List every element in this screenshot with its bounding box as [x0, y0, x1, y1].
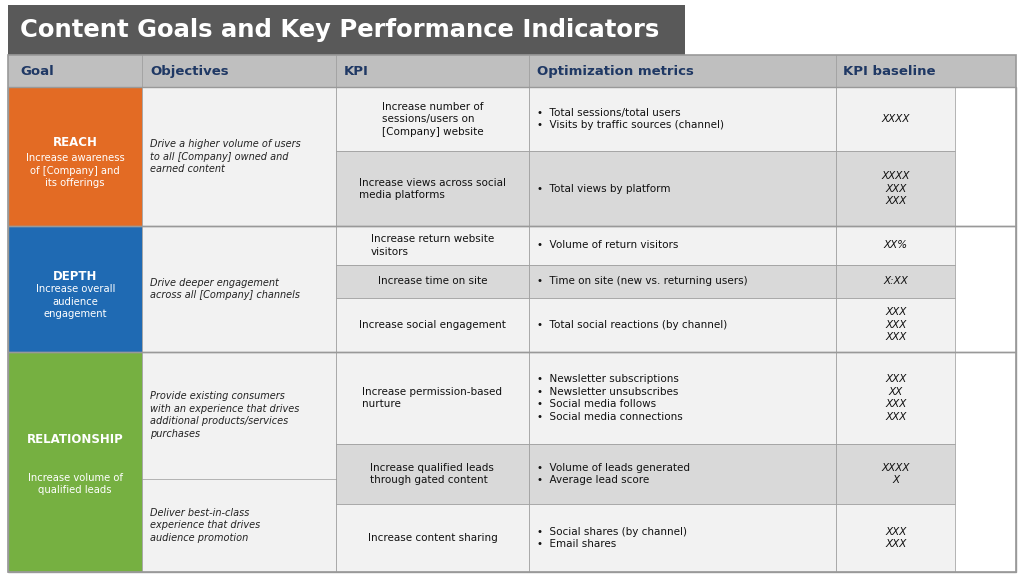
Text: •  Newsletter subscriptions
•  Newsletter unsubscribes
•  Social media follows
•: • Newsletter subscriptions • Newsletter …: [538, 374, 683, 422]
Text: •  Time on site (new vs. returning users): • Time on site (new vs. returning users): [538, 276, 748, 286]
Text: Increase views across social
media platforms: Increase views across social media platf…: [358, 178, 506, 200]
Bar: [837, 444, 955, 504]
Text: •  Volume of return visitors: • Volume of return visitors: [538, 241, 679, 250]
Bar: [336, 298, 529, 351]
Text: Increase overall
audience
engagement: Increase overall audience engagement: [36, 284, 115, 319]
Text: Deliver best-in-class
experience that drives
audience promotion: Deliver best-in-class experience that dr…: [151, 508, 261, 543]
Bar: [837, 504, 955, 572]
Bar: [336, 351, 529, 444]
Text: Increase social engagement: Increase social engagement: [359, 320, 506, 329]
Text: •  Total views by platform: • Total views by platform: [538, 184, 671, 194]
Text: Increase number of
sessions/users on
[Company] website: Increase number of sessions/users on [Co…: [382, 102, 483, 137]
Text: Increase time on site: Increase time on site: [378, 276, 487, 286]
Text: Goal: Goal: [20, 65, 54, 78]
Bar: [8, 5, 685, 55]
Bar: [529, 265, 837, 298]
Bar: [336, 87, 529, 151]
Text: •  Social shares (by channel)
•  Email shares: • Social shares (by channel) • Email sha…: [538, 527, 687, 549]
Bar: [8, 87, 1016, 226]
Text: Provide existing consumers
with an experience that drives
additional products/se: Provide existing consumers with an exper…: [151, 391, 300, 439]
Text: X:XX: X:XX: [884, 276, 908, 286]
Bar: [142, 351, 336, 572]
Bar: [336, 444, 529, 504]
Text: Increase return website
visitors: Increase return website visitors: [371, 234, 494, 257]
Bar: [8, 351, 142, 572]
Bar: [336, 504, 529, 572]
Bar: [529, 151, 837, 226]
Bar: [8, 226, 1016, 351]
Text: REACH: REACH: [53, 136, 97, 149]
Bar: [529, 444, 837, 504]
Text: Drive deeper engagement
across all [Company] channels: Drive deeper engagement across all [Comp…: [151, 278, 300, 300]
Bar: [837, 298, 955, 351]
Text: Increase qualified leads
through gated content: Increase qualified leads through gated c…: [371, 463, 495, 485]
Bar: [8, 351, 1016, 572]
Text: KPI: KPI: [344, 65, 369, 78]
Bar: [529, 351, 837, 444]
Text: Increase awareness
of [Company] and
its offerings: Increase awareness of [Company] and its …: [26, 153, 125, 188]
Text: XX%: XX%: [884, 241, 908, 250]
Bar: [837, 265, 955, 298]
Text: XXX
XXX
XXX: XXX XXX XXX: [885, 308, 906, 342]
Bar: [336, 151, 529, 226]
Text: •  Total social reactions (by channel): • Total social reactions (by channel): [538, 320, 728, 329]
Text: •  Total sessions/total users
•  Visits by traffic sources (channel): • Total sessions/total users • Visits by…: [538, 108, 724, 130]
Text: •  Volume of leads generated
•  Average lead score: • Volume of leads generated • Average le…: [538, 463, 690, 485]
Text: Increase permission-based
nurture: Increase permission-based nurture: [362, 387, 503, 409]
Bar: [529, 298, 837, 351]
Text: DEPTH: DEPTH: [53, 270, 97, 283]
Text: RELATIONSHIP: RELATIONSHIP: [27, 433, 124, 447]
Text: Increase volume of
qualified leads: Increase volume of qualified leads: [28, 473, 123, 495]
Bar: [529, 87, 837, 151]
Text: XXX
XX
XXX
XXX: XXX XX XXX XXX: [885, 374, 906, 422]
Text: KPI baseline: KPI baseline: [843, 65, 935, 78]
Bar: [685, 5, 1016, 55]
Text: Optimization metrics: Optimization metrics: [538, 65, 694, 78]
Bar: [8, 55, 1016, 572]
Bar: [837, 226, 955, 265]
Text: Content Goals and Key Performance Indicators: Content Goals and Key Performance Indica…: [20, 18, 659, 42]
Bar: [336, 265, 529, 298]
Bar: [142, 87, 336, 226]
Text: Drive a higher volume of users
to all [Company] owned and
earned content: Drive a higher volume of users to all [C…: [151, 140, 301, 174]
Text: Objectives: Objectives: [151, 65, 229, 78]
Bar: [837, 351, 955, 444]
Bar: [142, 226, 336, 351]
Bar: [529, 504, 837, 572]
Bar: [8, 87, 142, 226]
Bar: [8, 226, 142, 351]
Bar: [837, 151, 955, 226]
Text: XXXX: XXXX: [882, 114, 910, 124]
Text: XXXX
XXX
XXX: XXXX XXX XXX: [882, 171, 910, 206]
Text: XXX
XXX: XXX XXX: [885, 527, 906, 549]
Bar: [8, 55, 1016, 87]
Bar: [529, 226, 837, 265]
Bar: [336, 226, 529, 265]
Text: XXXX
X: XXXX X: [882, 463, 910, 485]
Text: Increase content sharing: Increase content sharing: [368, 533, 498, 543]
Bar: [837, 87, 955, 151]
